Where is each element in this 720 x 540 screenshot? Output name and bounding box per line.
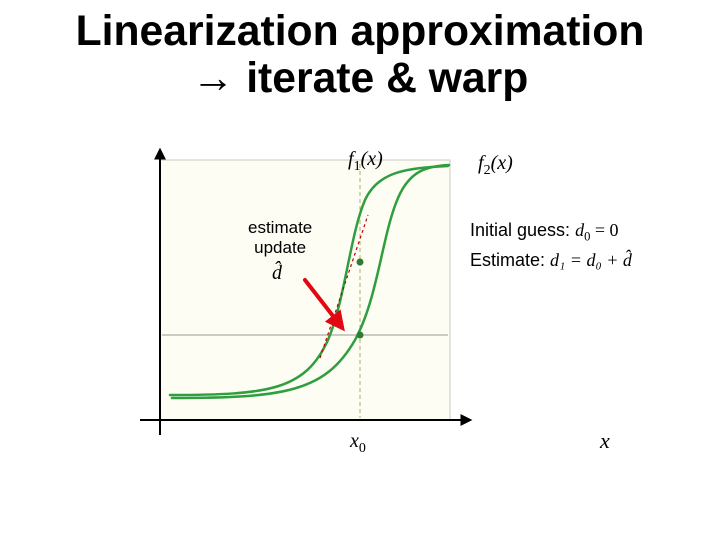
label-estimate-eq: Estimate: d₁ = d₀ + d̂ (470, 250, 632, 271)
label-initial-d: d (575, 220, 584, 240)
label-f2: f2(x) (478, 152, 513, 179)
title-line-1: Linearization approximation (0, 8, 720, 55)
label-initial-sub: 0 (584, 230, 590, 244)
label-x0-sub: 0 (359, 441, 366, 456)
slide: Linearization approximation → iterate & … (0, 0, 720, 540)
label-initial-guess: Initial guess: d0 = 0 (470, 220, 619, 245)
label-f2-sub: 2 (484, 163, 491, 178)
label-estimate-expr: d₁ = d₀ + d̂ (550, 250, 632, 270)
label-x0-x: x (350, 430, 359, 452)
label-x-axis: x (600, 428, 610, 454)
label-f1-sub: 1 (354, 159, 361, 174)
label-estimate-update: estimate update (248, 218, 312, 258)
label-estimate-line2: update (254, 238, 306, 257)
label-estimate-text: Estimate: (470, 250, 545, 270)
plot-area (110, 140, 490, 440)
label-d-hat-text: d̂ (272, 262, 282, 284)
label-x0: x0 (350, 430, 366, 457)
label-f2-arg: (x) (491, 152, 513, 174)
label-estimate-line1: estimate (248, 218, 312, 237)
plot-svg (110, 140, 490, 440)
label-x-text: x (600, 428, 610, 453)
label-initial-text: Initial guess: (470, 220, 570, 240)
title-line-2: → iterate & warp (0, 55, 720, 102)
label-f1-arg: (x) (361, 148, 383, 170)
slide-title: Linearization approximation → iterate & … (0, 8, 720, 102)
label-initial-rhs: = 0 (595, 220, 619, 240)
label-d-hat: d̂ (272, 262, 282, 285)
label-initial-expr: d0 = 0 (575, 220, 618, 240)
label-f1: f1(x) (348, 148, 383, 175)
